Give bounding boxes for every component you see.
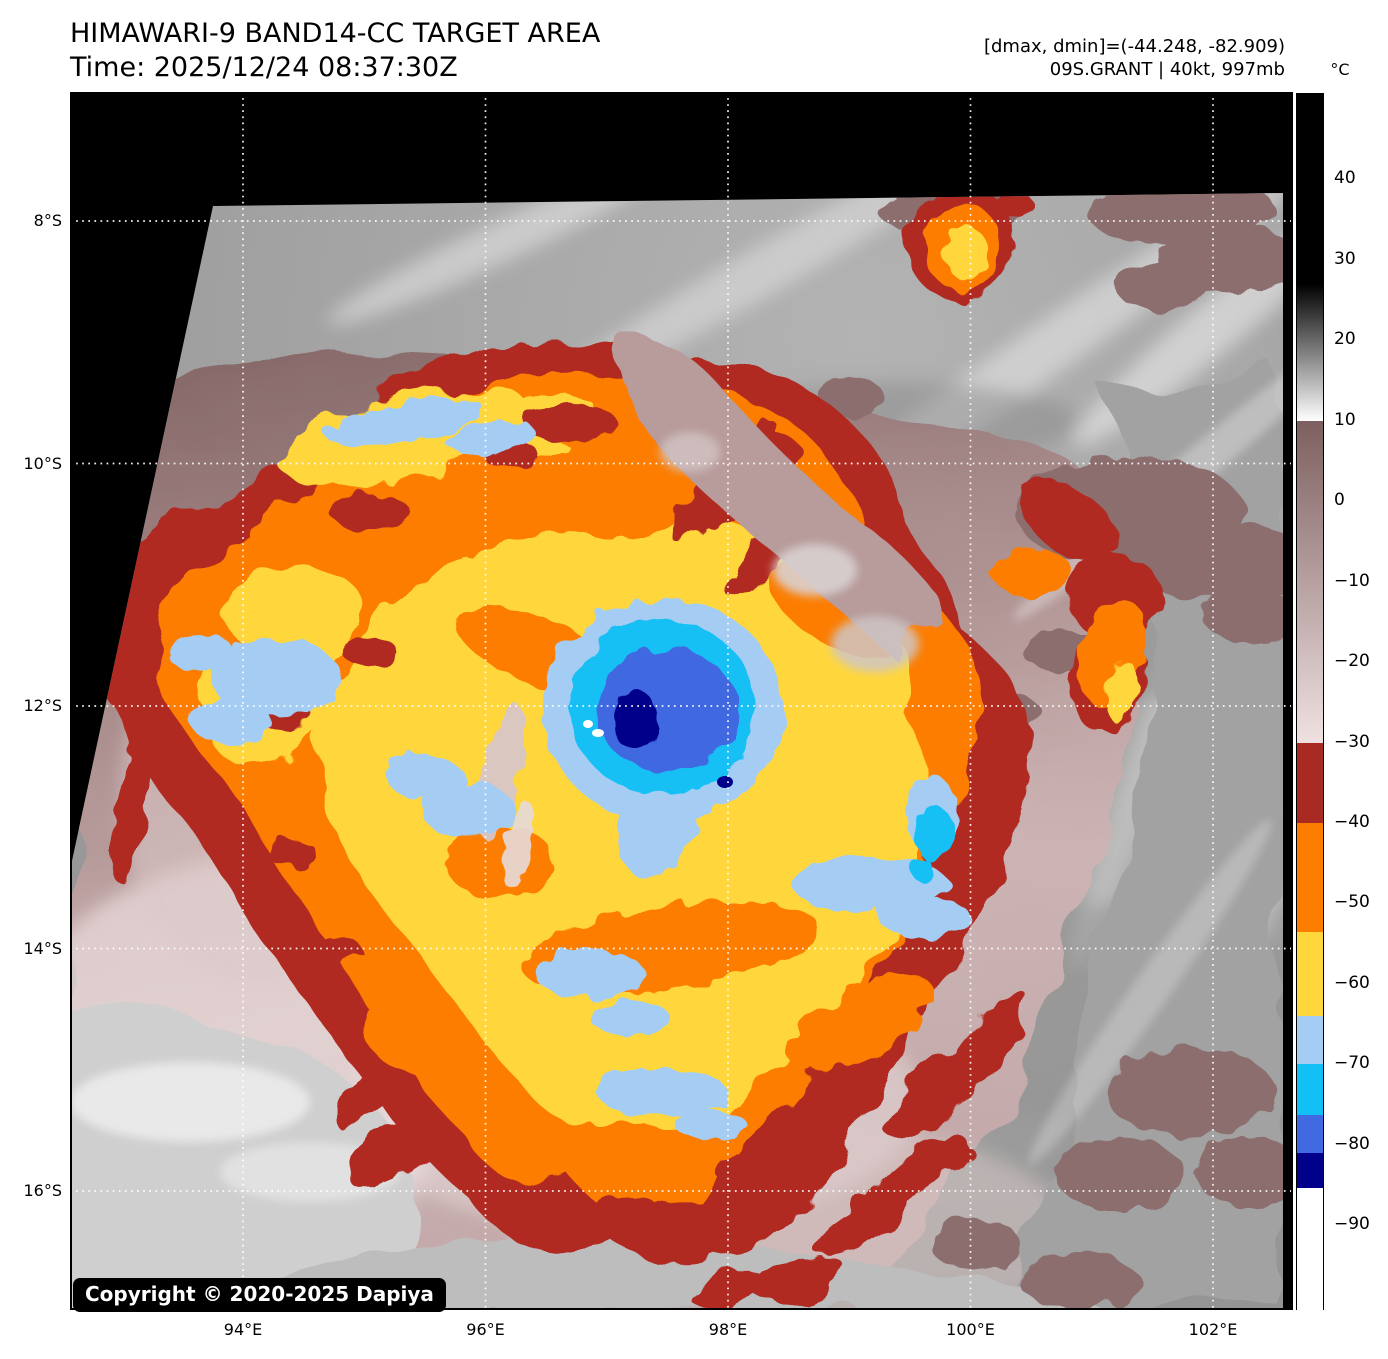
colorbar-tick-label: −90 bbox=[1334, 1214, 1370, 1235]
colorbar-tick-label: 0 bbox=[1334, 490, 1345, 511]
satellite-map-panel bbox=[70, 92, 1293, 1310]
colorbar-segment bbox=[1297, 94, 1323, 285]
plot-frame bbox=[70, 92, 1293, 1310]
colorbar-segment bbox=[1297, 931, 1323, 1017]
colorbar-tick-label: −20 bbox=[1334, 651, 1370, 672]
copyright-watermark: Copyright © 2020-2025 Dapiya bbox=[73, 1278, 446, 1312]
colorbar bbox=[1296, 93, 1324, 1310]
colorbar-tick-label: −40 bbox=[1334, 812, 1370, 832]
colorbar-segment bbox=[1297, 742, 1323, 824]
page-title: HIMAWARI-9 BAND14-CC TARGET AREA bbox=[70, 18, 601, 49]
colorbar-segment bbox=[1297, 1064, 1323, 1116]
timestamp-line: Time: 2025/12/24 08:37:30Z bbox=[70, 52, 458, 83]
lat-tick-label: 12°S bbox=[23, 696, 62, 715]
ne-dry-channel bbox=[615, 335, 942, 672]
colorbar-tick-label: −30 bbox=[1334, 731, 1370, 752]
colorbar-segment bbox=[1297, 1152, 1323, 1188]
lon-tick-label: 98°E bbox=[708, 1320, 748, 1339]
colorbar-segment bbox=[1297, 823, 1323, 933]
colorbar-segment bbox=[1297, 1016, 1323, 1065]
storm-core bbox=[543, 598, 783, 822]
tropical-cyclone bbox=[108, 193, 1163, 1310]
lon-tick-label: 94°E bbox=[223, 1320, 263, 1339]
colorbar-tick-label: −60 bbox=[1334, 972, 1370, 993]
colorbar-segment bbox=[1297, 420, 1323, 744]
lon-tick-label: 100°E bbox=[946, 1320, 995, 1339]
graticule-gridlines bbox=[70, 92, 1293, 1310]
lon-tick-label: 96°E bbox=[466, 1320, 505, 1339]
cold-patches-cyan bbox=[912, 806, 954, 882]
lat-tick-label: 16°S bbox=[23, 1181, 62, 1200]
data-swath bbox=[70, 193, 1283, 1310]
colorbar-segment bbox=[1297, 1187, 1323, 1310]
lat-tick-label: 10°S bbox=[23, 453, 62, 473]
colorbar-tick-label: 30 bbox=[1334, 248, 1356, 269]
colorbar-segment bbox=[1297, 283, 1323, 422]
colorbar-tick-label: −10 bbox=[1334, 570, 1370, 591]
colorbar-tick-label: −80 bbox=[1334, 1133, 1370, 1154]
dmax-dmin-annotation: [dmax, dmin]=(-44.248, -82.909) bbox=[983, 36, 1285, 57]
colorbar-segment bbox=[1297, 1115, 1323, 1154]
colorbar-tick-label: −70 bbox=[1334, 1053, 1370, 1074]
lat-tick-label: 8°S bbox=[33, 211, 62, 230]
colorbar-unit-label: °C bbox=[1330, 60, 1350, 79]
satellite-image bbox=[70, 92, 1293, 1310]
colorbar-tick-label: −50 bbox=[1334, 892, 1370, 913]
detached-convection bbox=[905, 193, 1163, 732]
colorbar-tick-label: 20 bbox=[1334, 329, 1356, 350]
lon-tick-label: 102°E bbox=[1188, 1320, 1238, 1339]
cold-patches-lightblue bbox=[166, 397, 971, 1139]
lat-tick-label: 14°S bbox=[23, 938, 62, 958]
colorbar-tick-label: 40 bbox=[1334, 168, 1356, 189]
colorbar-tick-label: 10 bbox=[1334, 409, 1356, 430]
core-white-speck bbox=[583, 720, 593, 728]
core-navy bbox=[612, 690, 658, 750]
storm-info-annotation: 09S.GRANT | 40kt, 997mb bbox=[1049, 59, 1285, 80]
